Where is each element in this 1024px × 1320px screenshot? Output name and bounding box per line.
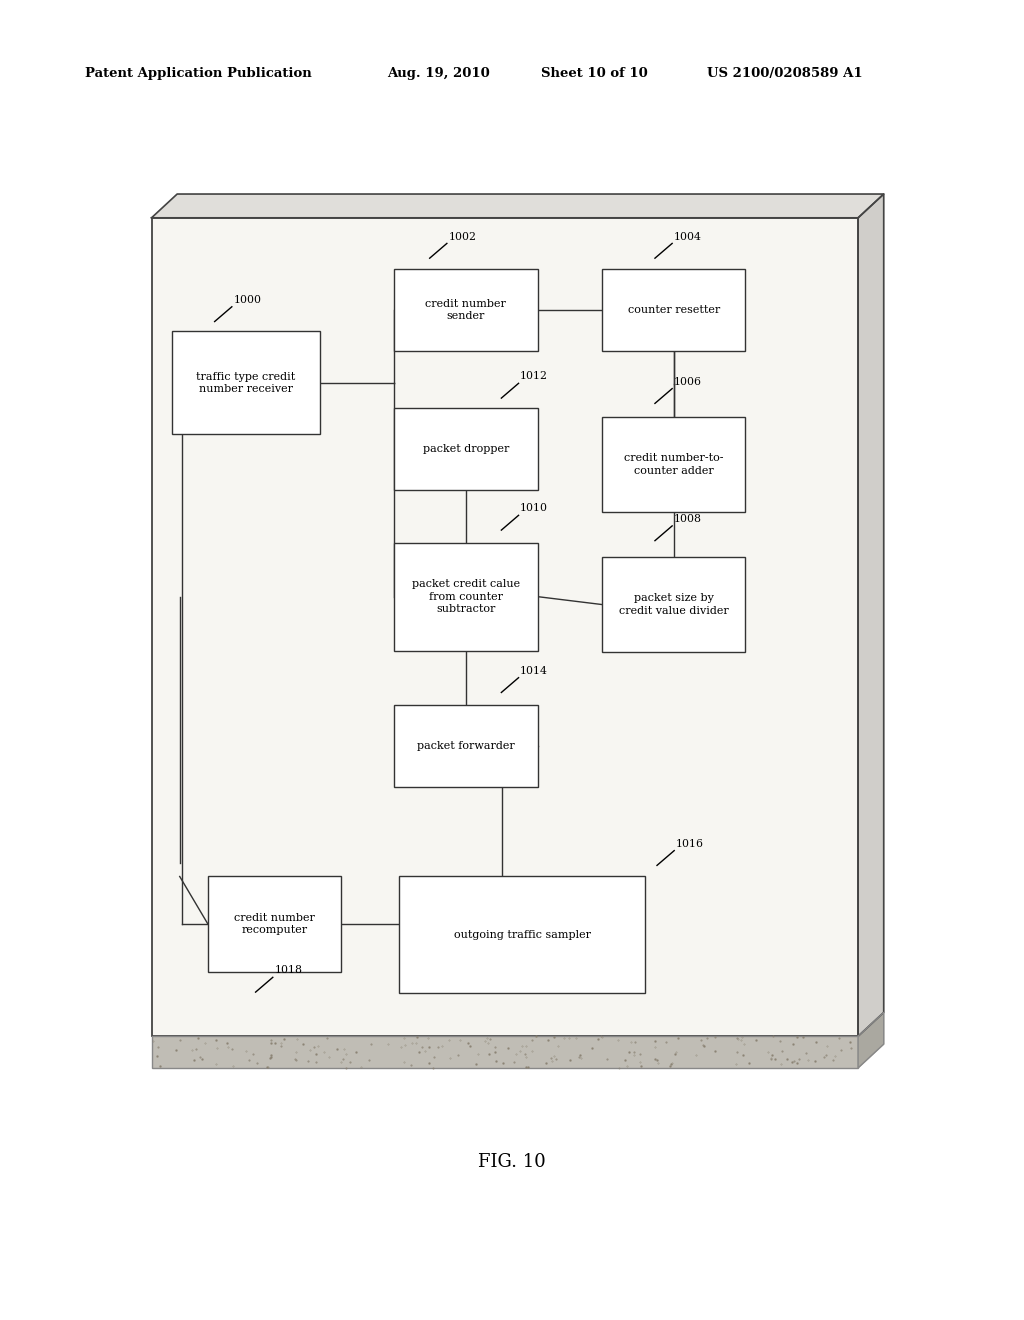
- Text: traffic type credit
number receiver: traffic type credit number receiver: [197, 372, 295, 393]
- Text: packet forwarder: packet forwarder: [417, 741, 515, 751]
- Text: packet credit calue
from counter
subtractor: packet credit calue from counter subtrac…: [412, 579, 520, 614]
- Text: outgoing traffic sampler: outgoing traffic sampler: [454, 929, 591, 940]
- Bar: [399, 876, 645, 993]
- Text: Aug. 19, 2010: Aug. 19, 2010: [387, 67, 489, 81]
- Text: 1006: 1006: [674, 376, 701, 387]
- Text: US 2100/0208589 A1: US 2100/0208589 A1: [707, 67, 862, 81]
- Polygon shape: [858, 194, 884, 1036]
- Text: 1008: 1008: [674, 513, 701, 524]
- Text: 1016: 1016: [676, 838, 703, 849]
- Text: FIG. 10: FIG. 10: [478, 1152, 546, 1171]
- Bar: [152, 1036, 858, 1068]
- Text: credit number
sender: credit number sender: [426, 300, 506, 321]
- Text: Patent Application Publication: Patent Application Publication: [85, 67, 311, 81]
- Text: 1018: 1018: [274, 965, 302, 975]
- Bar: [602, 417, 745, 512]
- Text: 1004: 1004: [674, 231, 701, 242]
- Bar: [208, 876, 341, 972]
- Text: 1002: 1002: [449, 231, 476, 242]
- Polygon shape: [858, 1012, 884, 1068]
- Polygon shape: [152, 194, 884, 218]
- Text: packet size by
credit value divider: packet size by credit value divider: [618, 594, 729, 615]
- Bar: [394, 705, 538, 787]
- Text: Sheet 10 of 10: Sheet 10 of 10: [541, 67, 647, 81]
- Text: 1012: 1012: [520, 371, 548, 381]
- Bar: [394, 269, 538, 351]
- Text: 1014: 1014: [520, 665, 548, 676]
- Text: 1000: 1000: [233, 294, 261, 305]
- Bar: [602, 557, 745, 652]
- Bar: [602, 269, 745, 351]
- Text: credit number
recomputer: credit number recomputer: [234, 913, 314, 935]
- Bar: [171, 331, 319, 434]
- Bar: [152, 218, 858, 1036]
- Text: packet dropper: packet dropper: [423, 444, 509, 454]
- Text: 1010: 1010: [520, 503, 548, 513]
- Bar: [394, 543, 538, 651]
- Text: credit number-to-
counter adder: credit number-to- counter adder: [624, 454, 724, 475]
- Bar: [394, 408, 538, 490]
- Text: counter resetter: counter resetter: [628, 305, 720, 315]
